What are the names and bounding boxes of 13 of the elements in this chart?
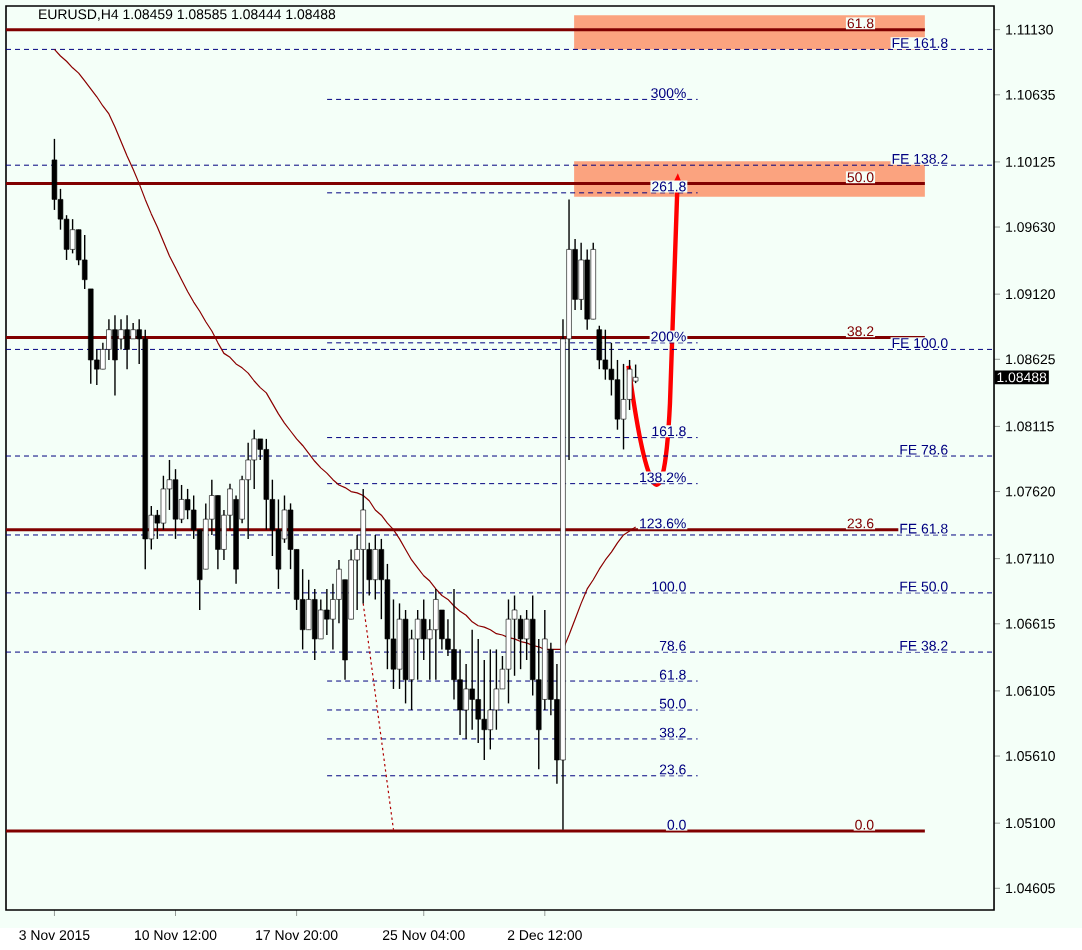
candlestick xyxy=(112,314,118,397)
candlestick xyxy=(433,588,439,681)
candlestick xyxy=(172,468,179,541)
candlestick xyxy=(312,588,318,662)
candlestick xyxy=(178,484,185,525)
candlestick xyxy=(124,314,130,371)
candlestick xyxy=(69,218,76,255)
candlestick xyxy=(372,534,379,601)
candlestick xyxy=(360,488,366,605)
candlestick xyxy=(106,318,112,362)
candlestick xyxy=(620,363,627,451)
candlestick xyxy=(578,242,584,312)
candlestick xyxy=(324,588,330,637)
